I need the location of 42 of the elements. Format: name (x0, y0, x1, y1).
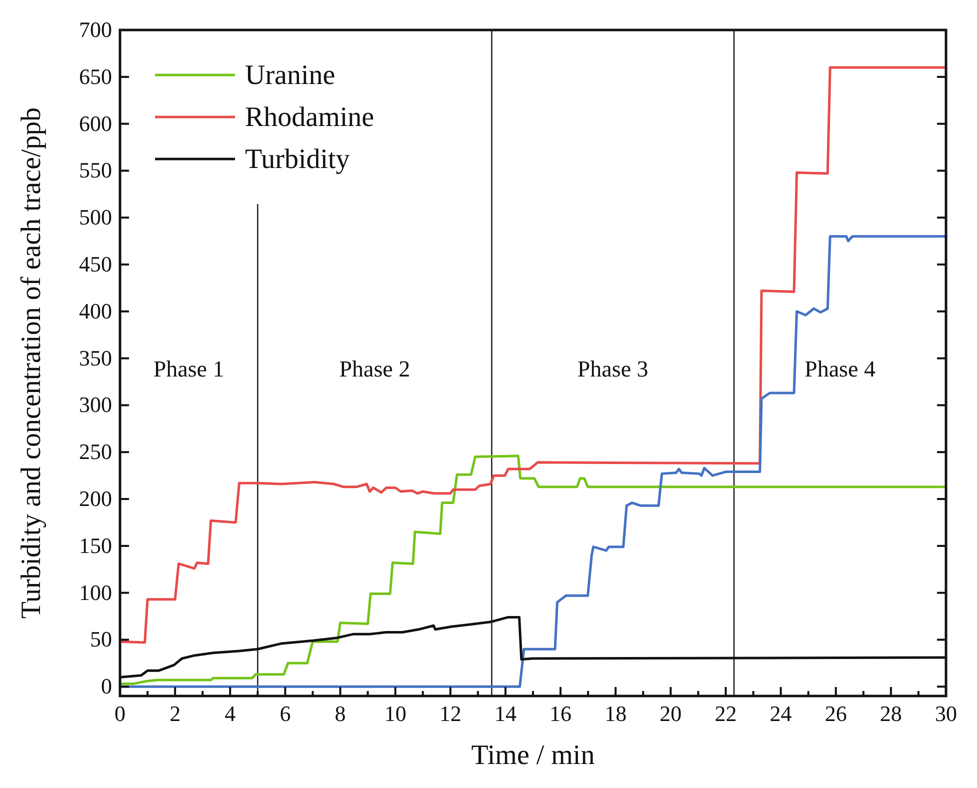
legend-label: Turbidity (245, 144, 350, 175)
x-tick-label: 24 (770, 701, 792, 726)
x-tick-label: 14 (494, 701, 516, 726)
line-series (118, 454, 948, 686)
y-tick-label: 700 (79, 17, 112, 42)
x-tick-label: 18 (604, 701, 627, 726)
x-tick-label: 20 (660, 701, 682, 726)
x-tick-label: 10 (384, 701, 406, 726)
y-tick-label: 550 (79, 158, 112, 183)
x-tick-label: 30 (935, 701, 957, 726)
legend-label: Uranine (245, 60, 336, 91)
annotation: Phase 1 (153, 356, 224, 382)
x-tick-label: 12 (439, 701, 462, 726)
y-tick-label: 600 (79, 110, 112, 136)
line-series (118, 235, 948, 688)
x-tick-label: 16 (550, 701, 572, 726)
y-axis-title: Turbidity and concentration of each trace/ppb (16, 107, 47, 619)
legend-label: Rhodamine (245, 102, 374, 133)
x-tick-label: 4 (224, 701, 236, 726)
annotation: Phase 2 (339, 356, 410, 382)
y-tick-label: 250 (79, 439, 112, 464)
annotation: Phase 4 (804, 356, 876, 382)
annotation: Phase 3 (577, 356, 648, 382)
x-tick-label: 26 (824, 701, 847, 726)
y-tick-label: 0 (101, 674, 112, 699)
x-axis-title: Time / min (471, 740, 595, 771)
line-series (118, 66, 948, 644)
y-tick-label: 450 (79, 252, 112, 277)
y-tick-label: 100 (79, 580, 112, 605)
y-tick-label: 350 (79, 345, 112, 370)
x-tick-label: 6 (280, 701, 291, 726)
y-tick-label: 500 (79, 204, 112, 230)
y-tick-label: 650 (79, 64, 112, 89)
y-tick-label: 200 (79, 486, 112, 512)
x-tick-label: 2 (170, 701, 181, 726)
y-tick-label: 50 (90, 626, 112, 652)
y-tick-label: 150 (79, 532, 112, 558)
x-tick-label: 8 (334, 701, 346, 726)
x-tick-label: 22 (714, 701, 737, 726)
x-tick-label: 28 (880, 701, 902, 726)
y-tick-label: 300 (79, 392, 112, 418)
y-tick-label: 400 (79, 298, 112, 324)
